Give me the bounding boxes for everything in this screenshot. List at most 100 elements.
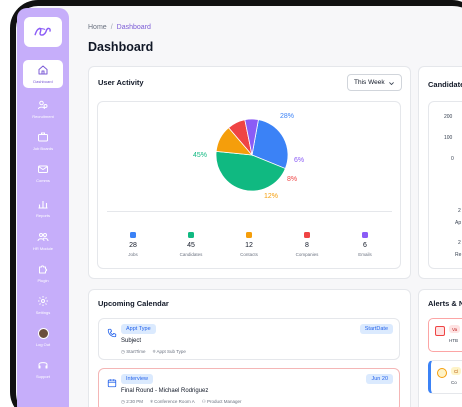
calendar-title: Upcoming Calendar <box>98 299 169 308</box>
legend-swatch <box>304 232 310 238</box>
legend-swatch <box>130 232 136 238</box>
legend-swatch <box>188 232 194 238</box>
calendar-card <box>88 289 411 407</box>
axis-tick: 200 <box>444 114 453 120</box>
alert-item[interactable]: Cl Co <box>428 360 462 394</box>
sidebar-item-support[interactable]: Support <box>19 354 67 384</box>
event-time: StartTime <box>126 349 146 354</box>
sidebar-item-label: Settings <box>35 310 51 315</box>
sidebar-item-job-boards[interactable]: Job Boards <box>19 126 67 156</box>
event-meta: ◷ 2:30 PM ⌾ Conference Room A ⚇ Product … <box>121 399 242 405</box>
sidebar: Dashboard Recruitment Job Boards Comms R… <box>17 8 69 407</box>
pct-label-contacts: 12% <box>264 193 279 200</box>
legend-item-candidates: 45 Candidates <box>166 232 216 257</box>
sidebar-item-label: Log Out <box>35 341 51 347</box>
alert-item[interactable]: Va HTB <box>428 318 462 352</box>
event-meta: ◷ StartTime ⌾ Appt Sub Type <box>121 349 186 355</box>
sidebar-item-log-out[interactable]: Log Out <box>19 322 67 352</box>
alert-text: Co <box>451 380 457 385</box>
mail-icon <box>38 165 48 173</box>
calendar-icon <box>107 379 117 388</box>
pct-label-companies: 8% <box>287 176 298 183</box>
gear-icon <box>38 296 48 306</box>
period-select-value: This Week <box>354 79 385 86</box>
pie-slice-jobs[interactable] <box>251 119 289 170</box>
alert-text: HTB <box>449 338 458 343</box>
people-icon <box>37 233 49 242</box>
sidebar-item-settings[interactable]: Settings <box>19 290 67 320</box>
sidebar-item-plugin[interactable]: Plugin <box>19 258 67 288</box>
chart-panel <box>97 101 401 269</box>
legend-label: Companies <box>295 252 319 257</box>
breadcrumb: Home / Dashboard <box>88 24 151 31</box>
event-detail: Appt Sub Type <box>156 349 186 354</box>
alert-tag: Va <box>449 325 461 333</box>
sidebar-item-label: Reports <box>35 213 50 218</box>
clock-icon: ◷ <box>121 399 127 404</box>
sidebar-item-recruitment[interactable]: Recruitment <box>19 94 67 124</box>
sidebar-item-label: Job Boards <box>32 146 54 151</box>
legend-item-companies: 8 Companies <box>282 232 332 257</box>
candidates-chart-panel <box>428 101 462 269</box>
axis-tick: 100 <box>444 135 453 141</box>
alert-tag: Cl <box>451 367 462 375</box>
event-subject: Final Round - Michael Rodriguez <box>121 388 209 394</box>
sidebar-item-label: HR Module <box>32 246 53 251</box>
pin-icon: ⌾ <box>150 399 155 404</box>
breadcrumb-home[interactable]: Home <box>88 24 107 31</box>
pct-label-jobs: 28% <box>280 113 295 120</box>
alerts-card <box>418 289 462 407</box>
page-title: Dashboard <box>88 40 154 54</box>
event-detail: Conference Room A <box>154 399 195 404</box>
breadcrumb-separator: / <box>110 24 113 31</box>
sidebar-item-label: Support <box>35 374 50 379</box>
sidebar-item-hr-module[interactable]: HR Module <box>19 226 67 256</box>
alert-icon <box>437 368 447 378</box>
event-type-badge: Interview <box>121 374 154 384</box>
side-label: Re <box>455 252 462 258</box>
sidebar-item-reports[interactable]: Reports <box>19 193 67 223</box>
breadcrumb-current: Dashboard <box>116 24 151 31</box>
calendar-event[interactable]: Interview Jun 20 Final Round - Michael R… <box>98 368 400 407</box>
legend-count: 12 <box>245 242 253 249</box>
alert-icon <box>435 326 445 336</box>
sidebar-item-label: Dashboard <box>33 79 53 84</box>
pct-label-emails: 6% <box>294 157 305 164</box>
sidebar-item-comms[interactable]: Comms <box>19 158 67 188</box>
divider <box>107 211 392 212</box>
legend-item-emails: 6 Emails <box>340 232 390 257</box>
legend-label: Emails <box>358 252 372 257</box>
briefcase-icon <box>38 132 48 142</box>
event-time: 2:30 PM <box>126 399 143 404</box>
chevron-down-icon <box>389 82 394 86</box>
legend-swatch <box>246 232 252 238</box>
pie-slice-candidates[interactable] <box>215 150 286 192</box>
legend-item-jobs: 28 Jobs <box>108 232 158 257</box>
sidebar-item-label: Plugin <box>37 278 49 283</box>
side-label: Ap <box>455 220 462 226</box>
event-date-badge: Jun 20 <box>366 374 393 384</box>
bar-chart-icon <box>38 201 48 209</box>
side-label: 2 <box>458 208 461 214</box>
event-type-badge: Appt Type <box>121 324 156 334</box>
avatar <box>37 327 49 339</box>
phone-icon <box>107 328 117 338</box>
pin-icon: ⌾ <box>152 349 157 354</box>
pie-chart <box>215 118 289 192</box>
user-activity-title: User Activity <box>98 78 144 87</box>
headset-icon <box>38 362 48 369</box>
sidebar-item-label: Recruitment <box>32 114 54 119</box>
legend-label: Jobs <box>128 252 138 257</box>
pie-slice-emails[interactable] <box>244 118 259 156</box>
axis-tick: 0 <box>451 156 454 162</box>
period-select[interactable]: This Week <box>347 74 402 91</box>
side-label: 2 <box>458 240 461 246</box>
app-logo[interactable] <box>24 17 62 47</box>
legend-label: Contacts <box>240 252 258 257</box>
legend-count: 45 <box>187 242 195 249</box>
sidebar-item-dashboard[interactable]: Dashboard <box>23 60 63 88</box>
calendar-event[interactable]: Appt Type StartDate Subject ◷ StartTime … <box>98 318 400 360</box>
alerts-title: Alerts & N <box>428 299 462 308</box>
legend-label: Candidates <box>179 252 203 257</box>
users-icon <box>38 100 48 110</box>
